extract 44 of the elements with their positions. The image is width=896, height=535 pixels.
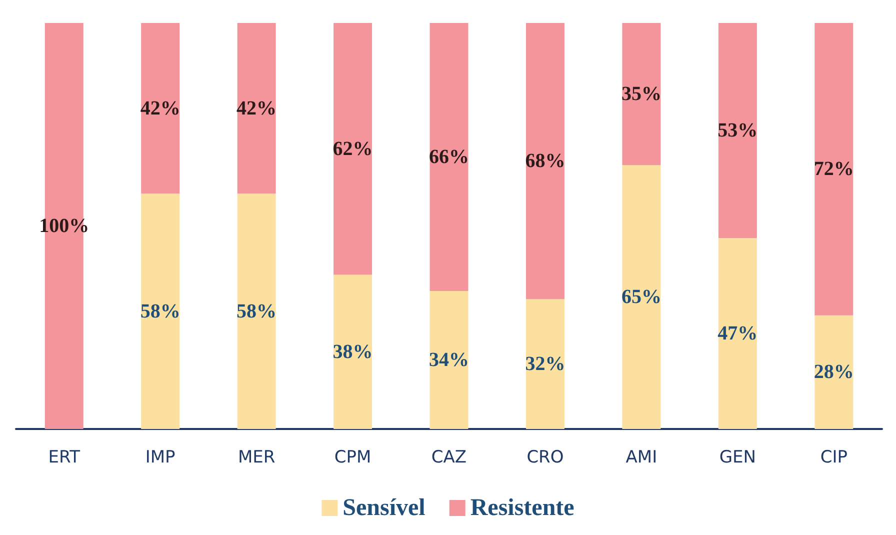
- legend-label: Resistente: [470, 495, 575, 521]
- data-label: 35%: [621, 83, 662, 106]
- x-tick-label: CPM: [334, 448, 372, 468]
- data-label: 62%: [332, 138, 373, 160]
- x-tick-label: CAZ: [431, 448, 467, 468]
- data-label: 34%: [429, 348, 469, 371]
- bar: [622, 165, 661, 429]
- bar: [718, 238, 757, 429]
- data-label: 58%: [140, 300, 180, 322]
- x-tick-label: AMI: [626, 448, 658, 468]
- bar: [814, 315, 854, 429]
- x-tick-label: IMP: [145, 448, 176, 468]
- data-label: 72%: [814, 158, 854, 180]
- bar: [526, 23, 564, 300]
- data-label: 68%: [525, 150, 566, 172]
- data-label: 42%: [140, 97, 180, 120]
- data-label: 53%: [718, 120, 758, 142]
- data-label: 65%: [621, 286, 662, 308]
- bar: [430, 23, 468, 291]
- bar: [334, 23, 372, 275]
- data-label: 47%: [718, 322, 758, 345]
- x-tick-label: GEN: [719, 448, 756, 468]
- data-label: 28%: [814, 361, 854, 384]
- bar: [141, 23, 180, 194]
- data-label: 58%: [236, 300, 277, 322]
- bar: [141, 194, 180, 429]
- bar: [718, 23, 757, 238]
- bar: [334, 274, 372, 429]
- data-label: 32%: [525, 353, 566, 376]
- data-label: 38%: [332, 340, 373, 363]
- bar: [237, 194, 276, 429]
- x-tick-label: ERT: [48, 448, 81, 468]
- x-tick-label: CIP: [820, 448, 848, 468]
- bar: [430, 290, 468, 429]
- x-tick-label: MER: [238, 448, 276, 468]
- bar: [814, 23, 854, 316]
- legend-label: Sensível: [342, 495, 426, 521]
- bar: [237, 23, 276, 194]
- bar: [526, 299, 564, 429]
- data-label: 66%: [429, 146, 469, 168]
- data-label: 42%: [236, 97, 277, 120]
- data-label: 100%: [39, 215, 90, 237]
- bar: [622, 23, 661, 166]
- x-tick-label: CRO: [526, 448, 564, 468]
